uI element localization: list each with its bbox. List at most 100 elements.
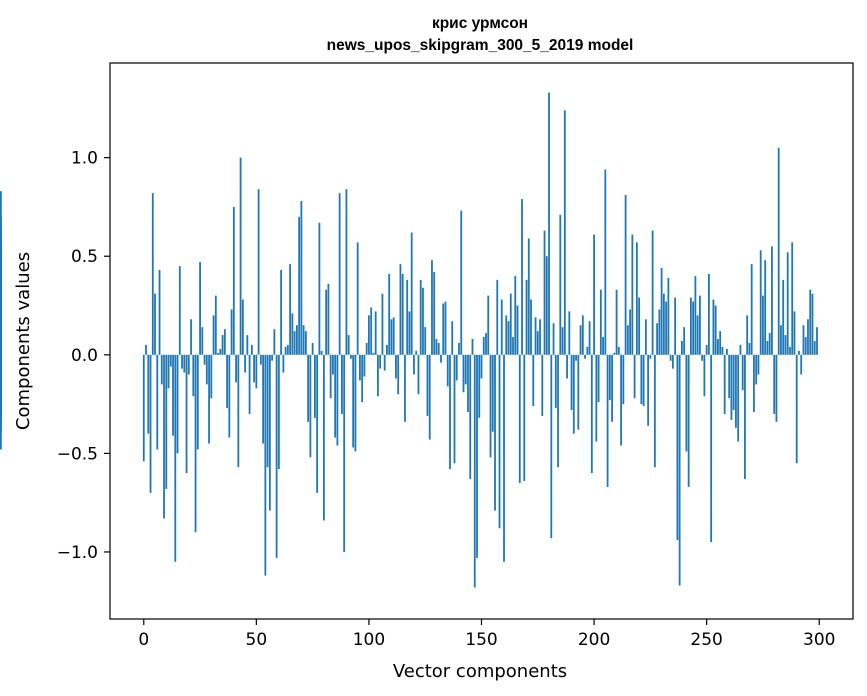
bar-168 [521,199,523,355]
bar-266 [741,354,744,391]
bar-145 [469,354,472,480]
bar-245 [694,275,697,355]
bar-172 [530,299,532,355]
bar-255 [717,339,719,355]
bar-228 [656,323,659,355]
bar-75 [311,342,314,355]
bar-49 [253,354,255,383]
bar-159 [500,299,503,355]
bar-262 [732,354,735,411]
bar-79 [320,350,323,355]
bar-276 [764,260,767,355]
bar-96 [359,354,361,381]
bar-288 [791,242,794,355]
bar-271 [753,354,755,412]
bar-213 [622,354,625,405]
bar-62 [282,354,285,373]
bar-89 [343,354,346,552]
bar-108 [386,344,388,355]
bar-251 [708,273,710,355]
bar-153 [487,295,490,355]
bar-207 [608,354,611,401]
bar-208 [611,354,613,422]
bar-180 [548,92,550,355]
bar-183 [554,354,557,409]
bar-98 [363,354,366,377]
x-axis-ticks: 0 50 100 150 200 250 300 [138,619,835,650]
bar-165 [514,275,517,355]
bar-39 [230,309,233,355]
bar-178 [543,230,546,355]
bar-85 [334,354,337,438]
bar-127 [428,354,431,440]
bar-254 [714,305,717,355]
bar-128 [431,260,433,355]
bar-189 [568,311,571,355]
bar-182 [552,323,555,355]
bar-118 [408,311,411,355]
bar-3 [149,354,152,493]
bar-263 [735,354,737,428]
bar-277 [766,341,769,355]
bar-103 [374,311,377,355]
bar-218 [633,354,636,399]
bar-24 [196,354,199,450]
bar-219 [635,242,638,355]
bar-86 [336,354,339,446]
bar-273 [757,354,760,375]
bar-122 [417,354,420,395]
bar-209 [613,352,616,355]
bar-69 [298,216,301,355]
bar-0 [142,354,145,462]
x-tick-label: 150 [465,630,497,650]
bar-35 [221,335,224,355]
bar-235 [671,354,674,369]
bar-71 [302,325,305,355]
bar-267 [744,354,746,480]
bar-68 [295,325,298,355]
bar-113 [397,354,400,395]
bar-38 [228,354,231,438]
bar-269 [748,342,751,355]
bar-114 [399,264,402,355]
bar-83 [329,354,332,399]
bar-2 [147,354,150,434]
bar-100 [368,315,370,355]
x-tick-label: 0 [138,630,149,650]
bar-212 [620,354,622,446]
bar-12 [169,354,172,367]
bar-42 [237,354,240,468]
y-tick-label: −1.0 [57,543,98,563]
bar-216 [629,309,631,355]
bar-74 [309,354,312,458]
bar-21 [190,319,192,355]
bar-200 [593,234,595,355]
bar-261 [730,354,733,420]
bar-161 [505,315,508,355]
bar-140 [458,342,460,355]
bar-139 [455,354,458,381]
bar-84 [332,354,334,375]
bar-156 [494,354,496,511]
bar-13 [172,354,174,436]
bar-175 [536,331,539,355]
bar-160 [503,354,505,562]
bar-undefined [0,319,2,355]
y-tick-label: 0.5 [71,247,98,267]
bar-191 [572,354,575,434]
bar-59 [275,354,278,558]
bar-292 [800,354,803,375]
bar-92 [350,354,352,359]
bar-undefined [0,354,2,412]
bar-177 [541,354,544,416]
bar-60 [277,354,280,470]
bar-102 [372,352,375,355]
bar-199 [590,354,593,474]
bar-95 [356,242,359,355]
bar-147 [473,354,476,588]
bar-137 [451,321,454,355]
bar-287 [789,346,791,355]
bar-150 [480,354,483,379]
bar-11 [167,354,170,389]
bar-184 [557,354,559,468]
